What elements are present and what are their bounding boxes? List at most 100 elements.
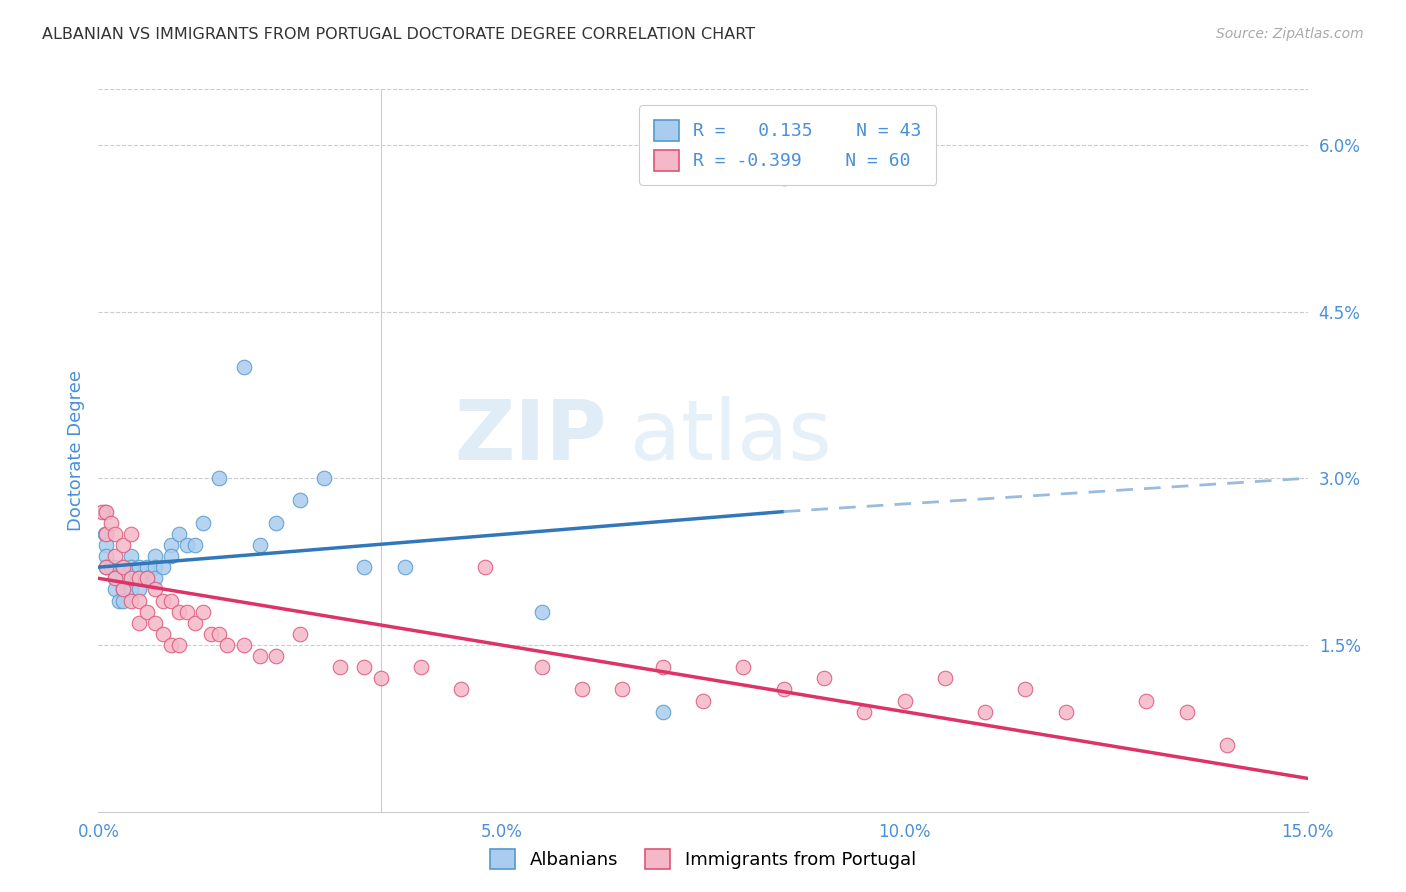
Point bbox=[111, 571, 134, 585]
Point bbox=[264, 649, 287, 664]
Point bbox=[120, 549, 142, 563]
Point bbox=[103, 571, 125, 585]
Point bbox=[974, 705, 997, 719]
Point bbox=[651, 705, 673, 719]
Point bbox=[160, 593, 183, 607]
Point bbox=[409, 660, 432, 674]
Point bbox=[249, 538, 271, 552]
Point bbox=[135, 560, 157, 574]
Point bbox=[128, 571, 150, 585]
Point bbox=[160, 538, 183, 552]
Point bbox=[103, 571, 125, 585]
Point bbox=[232, 360, 254, 375]
Point bbox=[96, 560, 118, 574]
Point bbox=[143, 582, 166, 597]
Point bbox=[217, 638, 239, 652]
Point bbox=[120, 571, 142, 585]
Point bbox=[100, 560, 122, 574]
Point bbox=[96, 538, 118, 552]
Y-axis label: Doctorate Degree: Doctorate Degree bbox=[66, 370, 84, 531]
Point bbox=[853, 705, 876, 719]
Legend: R =   0.135    N = 43, R = -0.399    N = 60: R = 0.135 N = 43, R = -0.399 N = 60 bbox=[640, 105, 936, 185]
Point bbox=[474, 560, 496, 574]
Point bbox=[94, 505, 117, 519]
Point bbox=[651, 660, 673, 674]
Point bbox=[208, 471, 231, 485]
Point bbox=[111, 593, 134, 607]
Point bbox=[152, 560, 174, 574]
Point bbox=[160, 549, 183, 563]
Point bbox=[893, 693, 915, 707]
Point bbox=[152, 593, 174, 607]
Point bbox=[120, 560, 142, 574]
Point bbox=[1014, 682, 1036, 697]
Point bbox=[200, 627, 222, 641]
Point bbox=[120, 582, 142, 597]
Point bbox=[111, 560, 134, 574]
Text: Source: ZipAtlas.com: Source: ZipAtlas.com bbox=[1216, 27, 1364, 41]
Point bbox=[176, 605, 198, 619]
Point bbox=[120, 526, 142, 541]
Point bbox=[111, 582, 134, 597]
Point bbox=[314, 471, 336, 485]
Point bbox=[91, 505, 114, 519]
Text: atlas: atlas bbox=[630, 395, 832, 476]
Point bbox=[1175, 705, 1198, 719]
Point bbox=[143, 615, 166, 630]
Point bbox=[160, 638, 183, 652]
Point bbox=[1135, 693, 1157, 707]
Point bbox=[135, 571, 157, 585]
Point bbox=[692, 693, 714, 707]
Point bbox=[1216, 738, 1239, 752]
Point bbox=[103, 549, 125, 563]
Point bbox=[353, 660, 375, 674]
Point bbox=[176, 538, 198, 552]
Point bbox=[94, 526, 117, 541]
Point bbox=[813, 671, 835, 685]
Point bbox=[103, 526, 125, 541]
Point bbox=[167, 638, 190, 652]
Point bbox=[450, 682, 472, 697]
Point bbox=[288, 493, 311, 508]
Point bbox=[128, 593, 150, 607]
Point bbox=[329, 660, 352, 674]
Point bbox=[111, 538, 134, 552]
Point bbox=[143, 560, 166, 574]
Point bbox=[353, 560, 375, 574]
Point bbox=[193, 516, 215, 530]
Point bbox=[96, 549, 118, 563]
Point bbox=[249, 649, 271, 664]
Point bbox=[370, 671, 392, 685]
Point bbox=[128, 571, 150, 585]
Point bbox=[184, 538, 207, 552]
Point bbox=[167, 605, 190, 619]
Point bbox=[612, 682, 634, 697]
Point bbox=[232, 638, 254, 652]
Point bbox=[135, 571, 157, 585]
Point bbox=[934, 671, 956, 685]
Text: ALBANIAN VS IMMIGRANTS FROM PORTUGAL DOCTORATE DEGREE CORRELATION CHART: ALBANIAN VS IMMIGRANTS FROM PORTUGAL DOC… bbox=[42, 27, 755, 42]
Text: ZIP: ZIP bbox=[454, 395, 606, 476]
Point bbox=[107, 593, 129, 607]
Point bbox=[100, 516, 122, 530]
Point bbox=[96, 560, 118, 574]
Point bbox=[733, 660, 755, 674]
Point bbox=[103, 560, 125, 574]
Point bbox=[128, 582, 150, 597]
Point bbox=[152, 627, 174, 641]
Point bbox=[193, 605, 215, 619]
Point bbox=[1054, 705, 1077, 719]
Legend: Albanians, Immigrants from Portugal: Albanians, Immigrants from Portugal bbox=[481, 839, 925, 879]
Point bbox=[120, 593, 142, 607]
Point bbox=[128, 560, 150, 574]
Point bbox=[394, 560, 416, 574]
Point bbox=[96, 505, 118, 519]
Point bbox=[264, 516, 287, 530]
Point bbox=[111, 582, 134, 597]
Point bbox=[96, 526, 118, 541]
Point bbox=[184, 615, 207, 630]
Point bbox=[111, 560, 134, 574]
Point bbox=[772, 682, 794, 697]
Point bbox=[772, 171, 794, 186]
Point bbox=[530, 660, 553, 674]
